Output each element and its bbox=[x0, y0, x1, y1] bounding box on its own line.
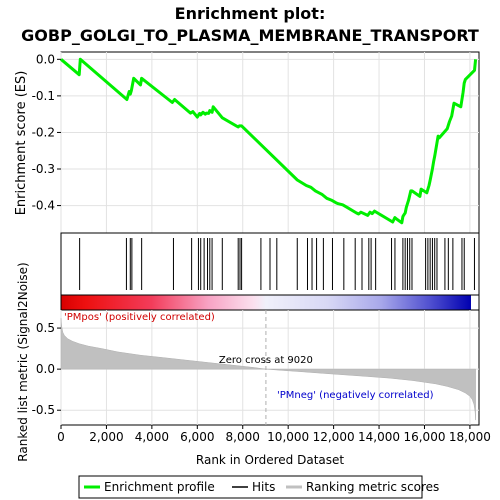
es-y-tick-label: -0.2 bbox=[32, 125, 55, 139]
es-y-ticks: 0.0 -0.1 -0.2 -0.3 -0.4 bbox=[32, 52, 61, 213]
x-tick-label: 4,000 bbox=[135, 430, 169, 444]
chart-title-line2: GOBP_GOLGI_TO_PLASMA_MEMBRANE_TRANSPORT bbox=[21, 26, 479, 45]
es-y-axis-label: Enrichment score (ES) bbox=[14, 71, 29, 216]
x-axis-label: Rank in Ordered Dataset bbox=[196, 453, 344, 467]
x-tick-label: 18,000 bbox=[449, 430, 491, 444]
legend-frame bbox=[78, 475, 423, 499]
metric-y-ticks: 0.5 0.0 -0.5 bbox=[32, 321, 61, 417]
x-tick-label: 6,000 bbox=[180, 430, 214, 444]
x-tick-label: 10,000 bbox=[267, 430, 309, 444]
es-panel-frame bbox=[60, 51, 480, 234]
es-y-tick-label: 0.0 bbox=[36, 52, 55, 66]
legend-hits-label: Hits bbox=[252, 480, 275, 494]
legend-metric-label: Ranking metric scores bbox=[306, 480, 439, 494]
x-tick-label: 0 bbox=[57, 430, 65, 444]
enrichment-profile-line bbox=[60, 57, 478, 225]
ranking-color-band bbox=[61, 295, 471, 310]
x-tick-label: 16,000 bbox=[403, 430, 445, 444]
zero-cross-label: Zero cross at 9020 bbox=[219, 355, 313, 366]
x-tick-label: 2,000 bbox=[89, 430, 123, 444]
es-y-tick-label: -0.3 bbox=[32, 162, 55, 176]
metric-y-tick-label: -0.5 bbox=[32, 403, 55, 417]
es-y-tick-label: -0.4 bbox=[32, 199, 55, 213]
neg-correlated-label: 'PMneg' (negatively correlated) bbox=[277, 390, 434, 401]
es-y-tick-label: -0.1 bbox=[32, 89, 55, 103]
metric-x-ticks: 0 2,000 4,000 6,000 8,000 10,000 12,000 14,000 1… bbox=[57, 425, 491, 444]
metric-y-tick-label: 0.5 bbox=[36, 321, 55, 335]
es-grid bbox=[60, 52, 479, 233]
x-tick-label: 12,000 bbox=[313, 430, 355, 444]
chart-title-line1: Enrichment plot: bbox=[175, 4, 326, 23]
pos-correlated-label: 'PMpos' (positively correlated) bbox=[64, 312, 215, 323]
x-tick-label: 8,000 bbox=[226, 430, 260, 444]
x-tick-label: 14,000 bbox=[358, 430, 400, 444]
legend: Enrichment profile Hits Ranking metric s… bbox=[78, 475, 439, 499]
ranking-metric-area bbox=[60, 318, 476, 421]
hits-marks bbox=[79, 238, 475, 290]
metric-y-axis-label: Ranked list metric (Signal2Noise) bbox=[16, 262, 30, 461]
legend-enrichment-label: Enrichment profile bbox=[104, 480, 215, 494]
metric-y-tick-label: 0.0 bbox=[36, 362, 55, 376]
